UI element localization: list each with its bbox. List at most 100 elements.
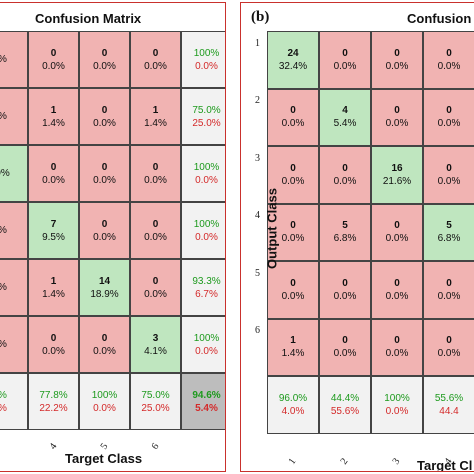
matrix-cell-r3-c4: 0 0.0% — [130, 145, 181, 202]
matrix-cell-r4-c5: 100% 0.0% — [181, 202, 225, 259]
matrix-cell-r1-c3: 0 0.0% — [79, 31, 130, 88]
cell-percent: 1.4% — [144, 117, 167, 129]
cell-percent: 0.0% — [333, 60, 357, 72]
matrix-cell-r2-c3: 0 0.0% — [371, 88, 423, 146]
cell-percent: 0.0% — [333, 348, 357, 360]
cell-percent: 0.0% — [93, 174, 116, 186]
matrix-cell-r7-c4: 75.0% 25.0% — [130, 373, 181, 430]
cell-count: 0 — [152, 275, 159, 287]
cell-percent: 0.0% — [385, 348, 409, 360]
matrix-cell-r5-c3: 14 18.9% — [79, 259, 130, 316]
matrix-cell-r3-c3: 16 21.6% — [371, 146, 423, 204]
matrix-cell-r6-c4: 3 4.1% — [130, 316, 181, 373]
matrix-cell-r7-c4: 55.6% 44.4 — [423, 376, 474, 434]
cell-count: 1 — [152, 104, 159, 116]
matrix-cell-r2-c4: 1 1.4% — [130, 88, 181, 145]
correct-rate: 100% — [193, 332, 220, 344]
cell-count: 0 — [342, 162, 348, 174]
matrix-cell-r4-c2: 5 6.8% — [319, 203, 371, 261]
cell-percent: 0.0% — [144, 60, 167, 72]
correct-rate: 77.8% — [39, 389, 68, 401]
y-axis-label-b: Output Class — [264, 188, 280, 269]
row-tick-label: 3 — [255, 152, 260, 164]
cell-percent: 0.0% — [144, 174, 167, 186]
error-rate: 25.0% — [192, 117, 221, 129]
matrix-cell-r2-c3: 0 0.0% — [79, 88, 130, 145]
row-tick-label: 2 — [255, 95, 260, 107]
cell-percent: % — [0, 110, 7, 123]
cell-percent: 0.0% — [437, 118, 461, 130]
matrix-cell-r2-c2: 4 5.4% — [319, 88, 371, 146]
cell-count: 0 — [446, 105, 452, 117]
cell-percent: 32.4% — [278, 60, 308, 72]
matrix-cell-r1-c4: 0 0.0% — [130, 31, 181, 88]
cell-count: 24 — [287, 47, 299, 59]
cell-count: 1 — [50, 104, 57, 116]
cell-count: 0 — [342, 335, 348, 347]
matrix-cell-r3-c4: 0 0.0% — [423, 146, 474, 204]
matrix-cell-r2-c2: 1 1.4% — [28, 88, 79, 145]
cell-percent: 0.0% — [93, 345, 116, 357]
cell-percent: 0.0% — [437, 290, 461, 302]
cell-count: 0 — [394, 220, 400, 232]
matrix-cell-r5-c1: % — [0, 259, 28, 316]
matrix-cell-r5-c2: 0 0.0% — [319, 261, 371, 319]
cell-count: 0 — [50, 332, 57, 344]
cell-count: 14 — [98, 275, 111, 287]
cell-count: 0 — [152, 161, 159, 173]
cell-percent: 0.0% — [93, 231, 116, 243]
cell-percent: 0.0% — [281, 290, 305, 302]
cell-count: 0 — [152, 47, 159, 59]
cell-percent: 0.0% — [281, 233, 305, 245]
error-rate: 0.0% — [195, 345, 218, 357]
matrix-cell-r4-c4: 0 0.0% — [130, 202, 181, 259]
x-axis-label-a: Target Class — [65, 451, 143, 466]
matrix-cell-r2-c4: 0 0.0% — [423, 88, 474, 146]
row-tick-label: 4 — [255, 210, 260, 222]
cell-percent: 0.0% — [281, 118, 305, 130]
cell-count: 0 — [290, 162, 296, 174]
error-rate: 0.0% — [195, 231, 218, 243]
cell-count: 0 — [394, 335, 400, 347]
cell-percent: 1.4% — [281, 348, 305, 360]
cell-count: 16 — [391, 162, 403, 174]
matrix-cell-r1-c1: % — [0, 31, 28, 88]
matrix-cell-r2-c1: % — [0, 88, 28, 145]
chart-title-b: Confusion M — [407, 11, 474, 26]
cell-percent: % — [0, 53, 7, 66]
matrix-cell-r5-c5: 93.3% 6.7% — [181, 259, 225, 316]
matrix-cell-r6-c1: % — [0, 316, 28, 373]
row-tick-label: 1 — [255, 37, 260, 49]
matrix-cell-r6-c2: 0 0.0% — [28, 316, 79, 373]
error-rate: % — [0, 402, 7, 415]
cell-percent: 0.0% — [42, 345, 65, 357]
matrix-cell-r6-c3: 0 0.0% — [79, 316, 130, 373]
cell-count: 0 — [101, 332, 108, 344]
panel-label-b: (b) — [251, 9, 270, 25]
matrix-cell-r1-c2: 0 0.0% — [28, 31, 79, 88]
correct-rate: 44.4% — [330, 392, 360, 404]
cell-percent: 0.0% — [144, 288, 167, 300]
matrix-cell-r4-c1: % — [0, 202, 28, 259]
cell-percent: 6.8% — [437, 233, 461, 245]
cell-count: 0 — [342, 277, 348, 289]
matrix-cell-r1-c5: 100% 0.0% — [181, 31, 225, 88]
cell-count: 5 — [342, 220, 348, 232]
cell-count: 0 — [101, 104, 108, 116]
cell-count: 0 — [290, 277, 296, 289]
error-rate: 0.0% — [385, 405, 409, 417]
correct-rate: 96.0% — [278, 392, 308, 404]
correct-rate: 93.3% — [192, 275, 221, 287]
matrix-cell-r7-c2: 44.4% 55.6% — [319, 376, 371, 434]
matrix-cell-r1-c3: 0 0.0% — [371, 31, 423, 89]
cell-percent: 0% — [0, 168, 10, 179]
matrix-cell-r4-c2: 7 9.5% — [28, 202, 79, 259]
error-rate: 4.0% — [281, 405, 305, 417]
matrix-cell-r6-c3: 0 0.0% — [371, 318, 423, 376]
cell-percent: 9.5% — [42, 231, 65, 243]
column-tick-label: 6 — [149, 441, 161, 452]
cell-count: 0 — [290, 220, 296, 232]
correct-rate: 55.6% — [434, 392, 464, 404]
cell-count: 0 — [394, 47, 400, 59]
cell-percent: 6.8% — [333, 233, 357, 245]
